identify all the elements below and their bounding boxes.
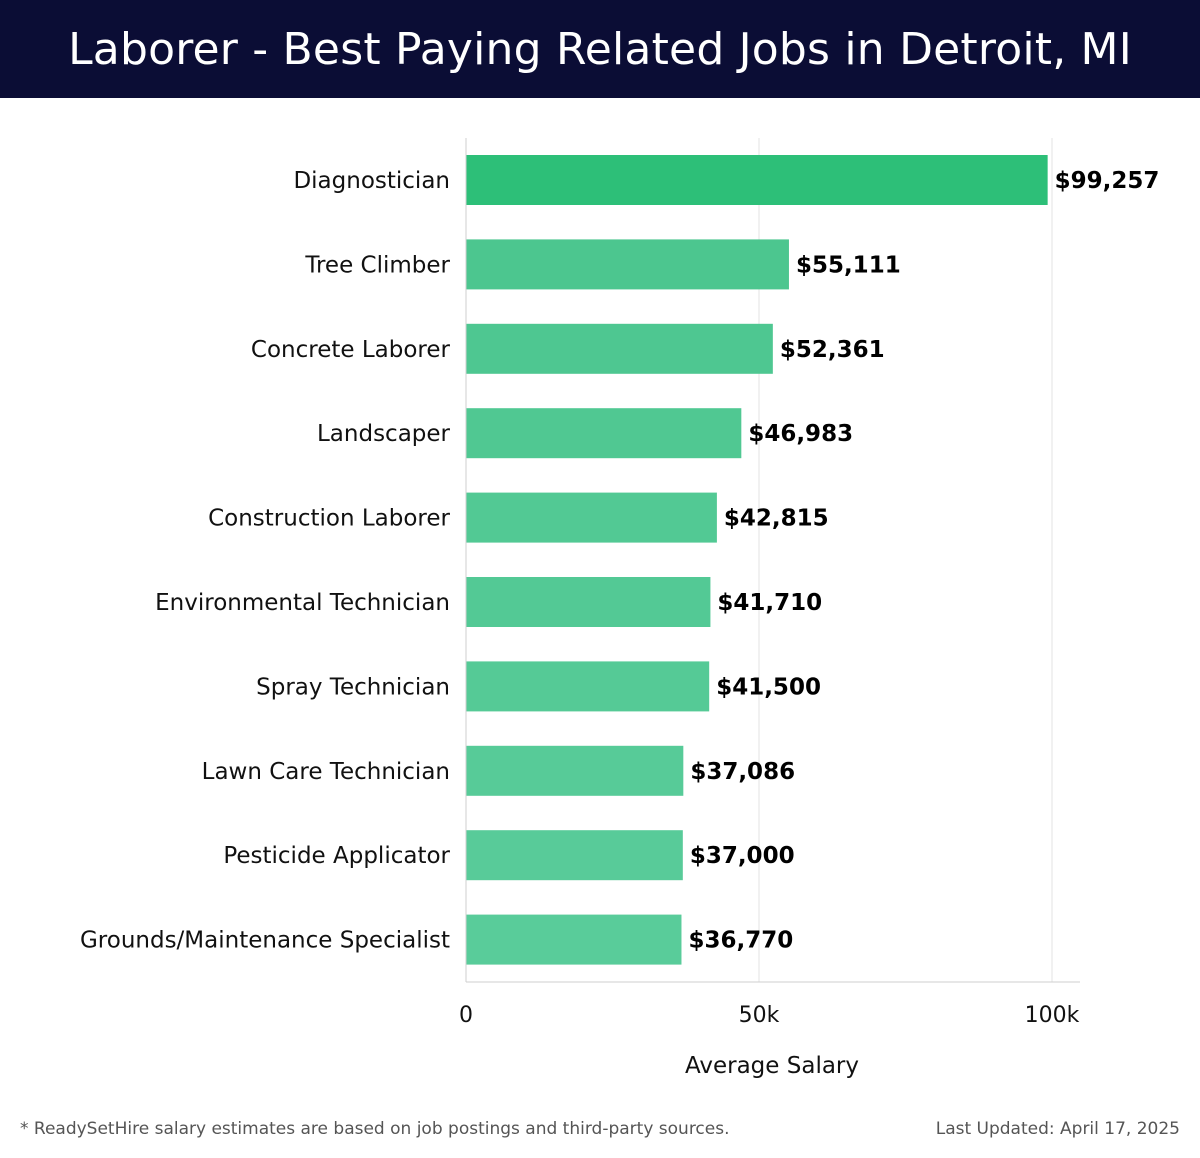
x-tick-label: 100k [1025,1003,1080,1028]
category-label: Grounds/Maintenance Specialist [80,928,450,954]
value-label: $41,500 [716,674,821,700]
category-label: Pesticide Applicator [223,843,450,869]
value-label: $36,770 [688,928,793,954]
page-title: Laborer - Best Paying Related Jobs in De… [68,23,1132,75]
salary-bar-chart: Diagnostician $99,257 Tree Climber $55,111 C… [80,138,1160,1079]
value-label: $37,000 [690,843,795,869]
value-label: $41,710 [717,590,822,616]
category-label: Concrete Laborer [251,337,451,363]
bar [466,408,742,459]
value-label: $37,086 [690,759,795,785]
bar [466,492,717,543]
value-label: $52,361 [780,337,885,363]
bar [466,323,773,374]
value-label: $55,111 [796,252,901,278]
x-tick-label: 50k [739,1003,780,1028]
x-axis-title: Average Salary [685,1053,859,1079]
value-label: $46,983 [748,421,853,447]
value-label: $99,257 [1055,168,1160,194]
category-label: Environmental Technician [155,590,450,616]
category-label: Lawn Care Technician [202,759,450,785]
bar [466,914,682,965]
category-label: Diagnostician [293,168,450,194]
category-label: Spray Technician [256,674,450,700]
bar [466,830,683,881]
bar [466,239,789,290]
bar [466,155,1048,205]
bar [466,577,711,627]
last-updated: Last Updated: April 17, 2025 [935,1119,1180,1139]
category-label: Construction Laborer [208,506,450,532]
header-banner: Laborer - Best Paying Related Jobs in De… [0,0,1200,98]
footnote: * ReadySetHire salary estimates are base… [20,1119,730,1139]
category-label: Landscaper [317,421,451,447]
value-label: $42,815 [724,506,829,532]
bar [466,745,684,796]
category-label: Tree Climber [304,252,450,278]
bar [466,661,710,712]
x-tick-label: 0 [459,1003,473,1028]
